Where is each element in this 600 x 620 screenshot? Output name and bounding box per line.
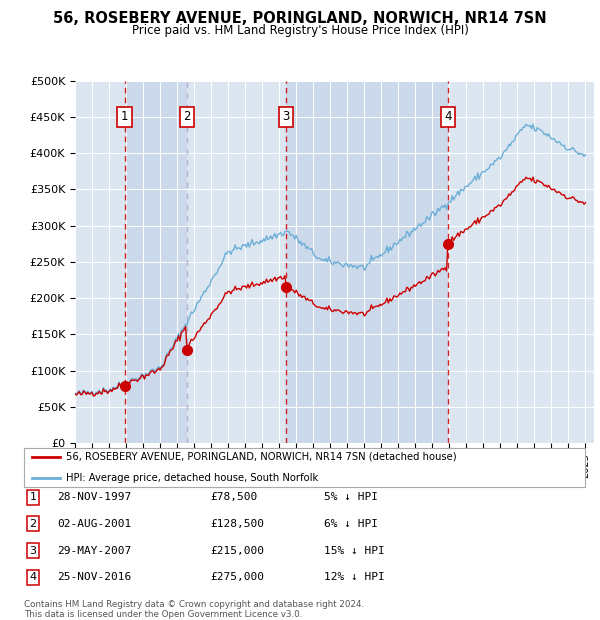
Text: 1: 1 [29, 492, 37, 502]
Text: 2: 2 [183, 110, 191, 123]
Text: 4: 4 [444, 110, 451, 123]
Text: 25-NOV-2016: 25-NOV-2016 [57, 572, 131, 582]
Text: 56, ROSEBERY AVENUE, PORINGLAND, NORWICH, NR14 7SN (detached house): 56, ROSEBERY AVENUE, PORINGLAND, NORWICH… [66, 452, 457, 462]
Text: £78,500: £78,500 [210, 492, 257, 502]
Text: 1: 1 [121, 110, 128, 123]
Text: 28-NOV-1997: 28-NOV-1997 [57, 492, 131, 502]
Text: 6% ↓ HPI: 6% ↓ HPI [324, 519, 378, 529]
Text: 5% ↓ HPI: 5% ↓ HPI [324, 492, 378, 502]
Text: 4: 4 [29, 572, 37, 582]
Text: Price paid vs. HM Land Registry's House Price Index (HPI): Price paid vs. HM Land Registry's House … [131, 24, 469, 37]
Text: Contains HM Land Registry data © Crown copyright and database right 2024.
This d: Contains HM Land Registry data © Crown c… [24, 600, 364, 619]
Bar [125, 81, 187, 443]
Text: 3: 3 [29, 546, 37, 556]
Text: 3: 3 [283, 110, 290, 123]
Bar [448, 81, 594, 443]
Text: 02-AUG-2001: 02-AUG-2001 [57, 519, 131, 529]
Text: £215,000: £215,000 [210, 546, 264, 556]
Text: HPI: Average price, detached house, South Norfolk: HPI: Average price, detached house, Sout… [66, 473, 319, 483]
Text: 15% ↓ HPI: 15% ↓ HPI [324, 546, 385, 556]
Text: £275,000: £275,000 [210, 572, 264, 582]
Text: 12% ↓ HPI: 12% ↓ HPI [324, 572, 385, 582]
Text: 2: 2 [29, 519, 37, 529]
Bar [187, 81, 286, 443]
Text: 29-MAY-2007: 29-MAY-2007 [57, 546, 131, 556]
Text: 56, ROSEBERY AVENUE, PORINGLAND, NORWICH, NR14 7SN: 56, ROSEBERY AVENUE, PORINGLAND, NORWICH… [53, 11, 547, 26]
Bar [286, 81, 448, 443]
Text: £128,500: £128,500 [210, 519, 264, 529]
Bar [75, 81, 125, 443]
